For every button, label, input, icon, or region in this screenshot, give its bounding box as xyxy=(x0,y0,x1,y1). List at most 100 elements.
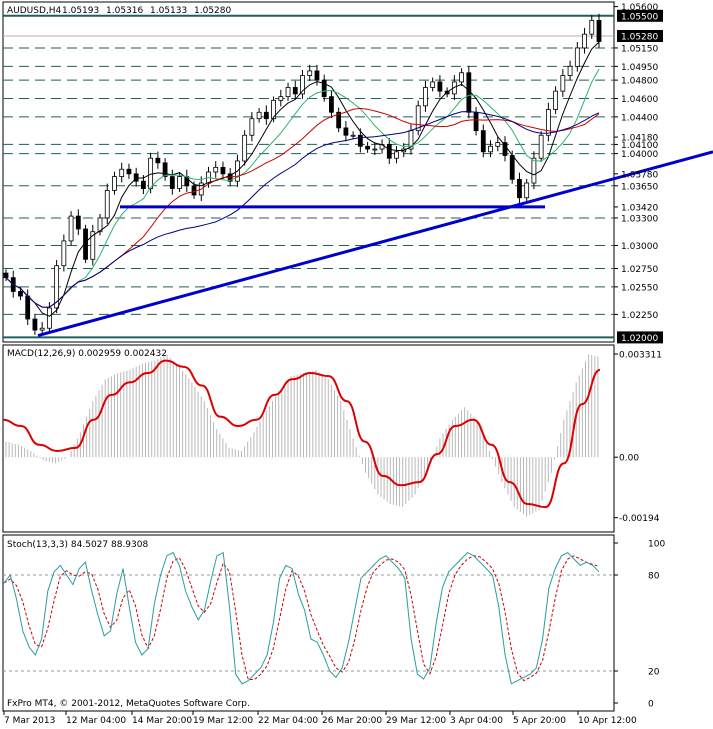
stochastic-main-line xyxy=(3,551,600,685)
price-axis-label: 1.03300 xyxy=(621,214,658,224)
time-axis-label: 26 Mar 20:00 xyxy=(322,716,382,726)
moving-average-line xyxy=(5,41,600,317)
copyright-footer: FxPro MT4, © 2001-2012, MetaQuotes Softw… xyxy=(7,699,250,709)
candle xyxy=(307,70,313,76)
candle xyxy=(495,142,501,147)
macd-panel xyxy=(2,344,615,533)
candle xyxy=(480,130,486,153)
macd-title: MACD(12,26,9) 0.002959 0.002432 xyxy=(7,349,167,359)
time-axis-label: 7 Mar 2013 xyxy=(4,716,55,726)
candle xyxy=(357,134,363,147)
candle xyxy=(169,176,175,189)
candle xyxy=(509,155,515,180)
candle xyxy=(126,168,132,175)
candle xyxy=(517,178,522,199)
price-axis-label: 1.04100 xyxy=(621,141,658,151)
stochastic-signal-line xyxy=(3,555,600,682)
candle xyxy=(292,87,298,95)
candle xyxy=(343,127,349,136)
macd-signal-line xyxy=(2,359,601,509)
candle xyxy=(372,148,378,151)
time-axis-label: 22 Mar 04:00 xyxy=(258,716,318,726)
ohlc-open: 1.05193 xyxy=(62,6,99,16)
candle xyxy=(90,231,96,260)
candle xyxy=(430,81,436,88)
candle xyxy=(459,72,464,83)
stochastic-layer xyxy=(3,551,614,685)
price-axis-label: 1.05150 xyxy=(621,44,658,54)
candle xyxy=(285,87,291,98)
candle xyxy=(271,99,276,120)
price-axis-label: 1.02750 xyxy=(621,265,658,275)
price-axis-label: 1.04950 xyxy=(621,63,658,73)
price-axis-label: 1.03650 xyxy=(621,182,658,192)
price-axis-label: 1.03420 xyxy=(621,203,658,213)
moving-average-line xyxy=(5,68,600,308)
candle xyxy=(18,291,23,297)
stochastic-title: Stoch(13,3,3) 84.5027 88.9308 xyxy=(7,540,148,550)
macd-axis-label: 0.003311 xyxy=(619,351,662,361)
candle xyxy=(365,145,370,150)
stochastic-axis-label: 20 xyxy=(648,668,660,678)
price-axis-label: 1.05600 xyxy=(621,3,658,13)
candle xyxy=(329,96,334,113)
candle xyxy=(473,111,479,132)
candle xyxy=(141,180,146,189)
time-axis-label: 19 Mar 12:00 xyxy=(193,716,253,726)
candle xyxy=(423,87,428,107)
candle xyxy=(263,111,269,120)
price-axis-label: 1.04800 xyxy=(621,77,658,87)
moving-average-line xyxy=(5,111,600,308)
price-label-box xyxy=(617,9,663,22)
price-layer xyxy=(3,13,713,339)
macd-layer xyxy=(2,354,601,517)
candle xyxy=(249,118,255,136)
candle xyxy=(545,109,551,136)
candle xyxy=(553,90,559,110)
price-axis-label: 1.03780 xyxy=(621,170,658,180)
candle xyxy=(25,295,31,320)
price-axis-label: 1.02000 xyxy=(621,334,658,344)
price-axis-label: 1.05280 xyxy=(621,33,658,43)
candle xyxy=(300,75,305,95)
candle xyxy=(336,111,342,129)
ohlc-low: 1.05133 xyxy=(150,6,187,16)
candle xyxy=(242,134,248,162)
price-axis-label: 1.05500 xyxy=(621,12,658,22)
candle xyxy=(97,217,103,233)
stochastic-axis-label: 100 xyxy=(648,540,665,550)
candle xyxy=(415,105,421,132)
candle xyxy=(213,167,219,173)
price-axis-label: 1.04600 xyxy=(621,95,658,105)
candle xyxy=(75,215,81,230)
ohlc-high: 1.05316 xyxy=(106,6,143,16)
price-axis-label: 1.02550 xyxy=(621,283,658,293)
candle xyxy=(148,157,154,189)
candle xyxy=(321,79,327,98)
time-axis-label: 5 Apr 20:00 xyxy=(513,716,566,726)
candle xyxy=(567,65,573,76)
candle xyxy=(162,162,168,177)
candle xyxy=(61,240,67,267)
candle xyxy=(119,168,125,177)
candle xyxy=(46,307,52,329)
stochastic-axis-label: 0 xyxy=(648,700,654,710)
price-axis-label: 1.04400 xyxy=(621,113,658,123)
candle xyxy=(437,81,443,92)
time-axis-label: 3 Apr 04:00 xyxy=(450,716,503,726)
candle xyxy=(560,75,566,92)
candle xyxy=(350,134,356,137)
candle xyxy=(112,176,117,191)
price-label-box xyxy=(617,331,663,344)
candle xyxy=(502,142,508,156)
candle xyxy=(191,185,197,196)
price-axis-label: 1.03000 xyxy=(621,242,658,252)
candle xyxy=(32,318,38,331)
price-axis-label: 1.04180 xyxy=(621,134,658,144)
candle xyxy=(155,157,161,164)
candle xyxy=(596,19,602,42)
price-panel xyxy=(2,1,615,343)
candle xyxy=(538,134,544,159)
